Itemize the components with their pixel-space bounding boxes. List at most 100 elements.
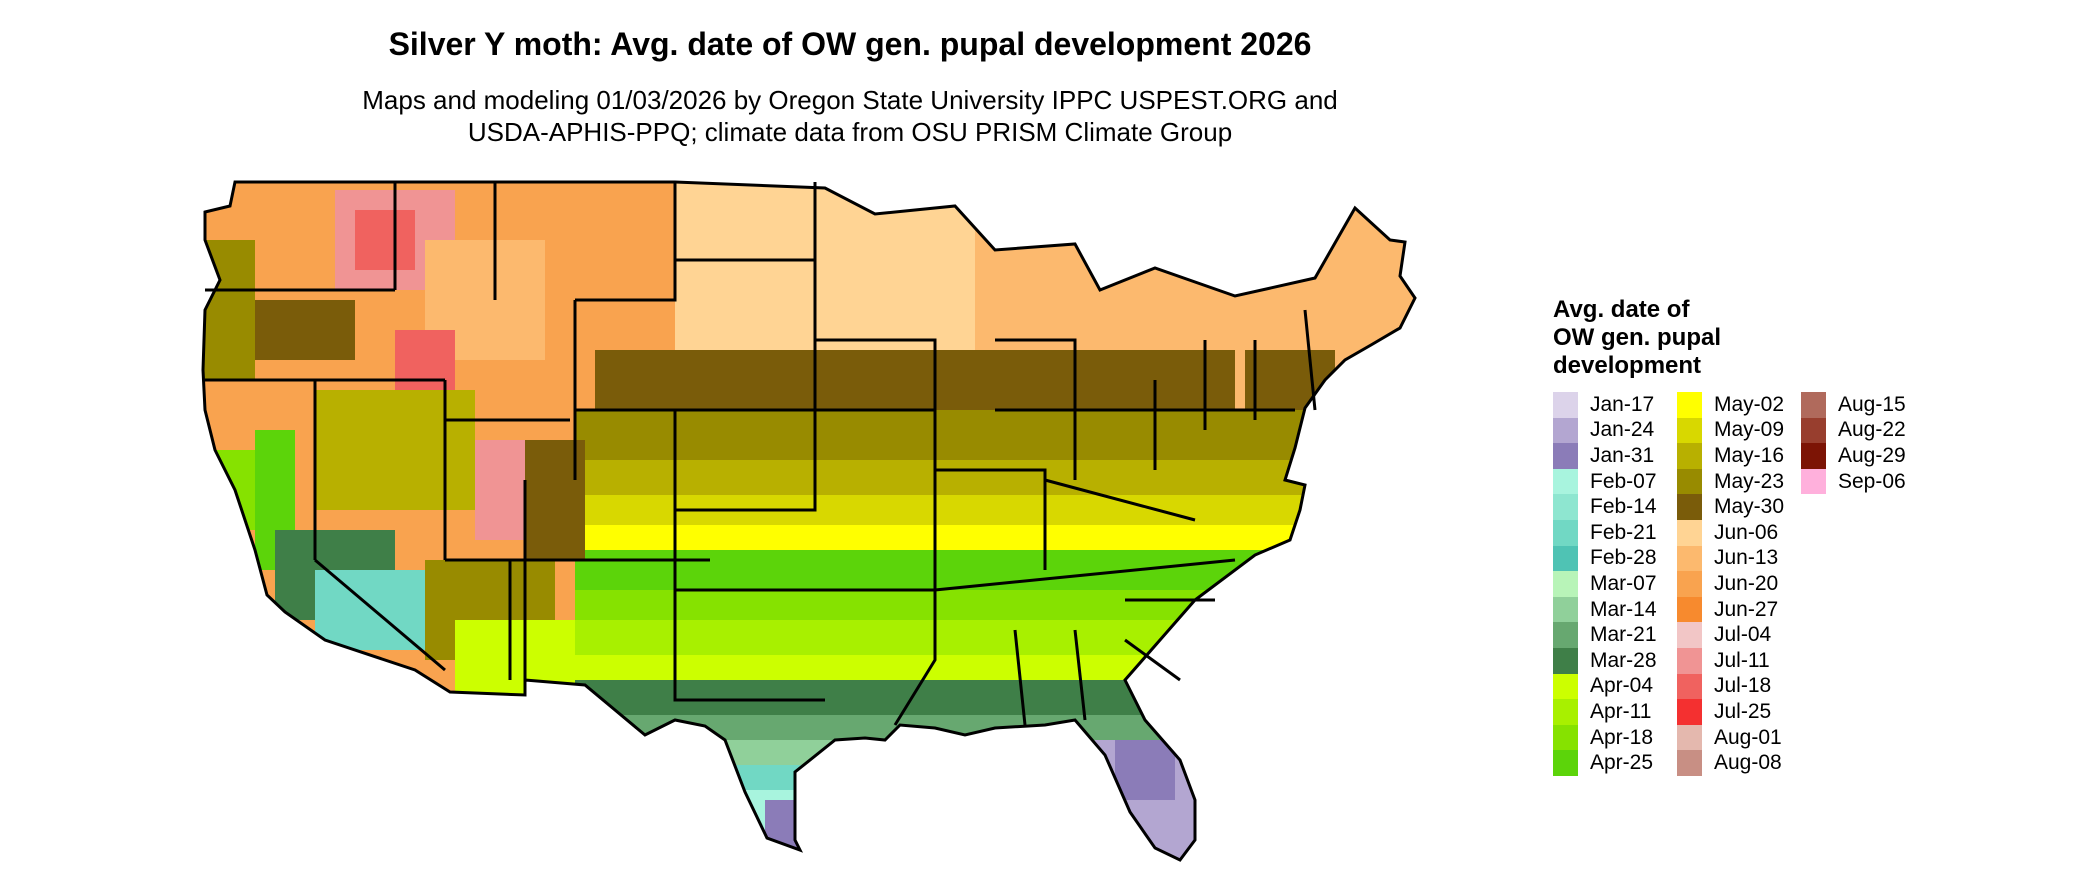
legend-swatch	[1677, 673, 1702, 700]
legend-label: Apr-18	[1590, 725, 1654, 749]
legend-label: Mar-21	[1590, 623, 1657, 647]
legend-item: May-30	[1677, 494, 1801, 520]
legend-label: Aug-15	[1838, 392, 1906, 416]
legend-swatch	[1677, 443, 1702, 469]
legend-swatch	[1677, 545, 1702, 572]
legend-item: Aug-29	[1801, 443, 1925, 469]
legend-swatch	[1677, 622, 1702, 648]
legend-title-line-3: development	[1553, 352, 1702, 379]
legend-item: Sep-06	[1801, 468, 1925, 495]
legend-label: Mar-14	[1590, 597, 1657, 621]
legend-swatch	[1553, 622, 1578, 648]
legend-label: May-02	[1714, 392, 1785, 416]
legend-swatch	[1553, 647, 1578, 674]
legend-swatch	[1553, 596, 1578, 623]
legend-item: Mar-28	[1553, 647, 1677, 674]
legend-label: Jul-11	[1714, 648, 1770, 672]
legend-item: Mar-21	[1553, 622, 1677, 648]
legend-item: Feb-28	[1553, 545, 1677, 572]
legend-item: Jun-06	[1677, 519, 1801, 546]
legend-label: Jan-17	[1590, 392, 1655, 416]
legend-label: Feb-28	[1590, 546, 1657, 570]
legend-label: Mar-28	[1590, 648, 1657, 672]
legend: Avg. date of OW gen. pupal development J…	[1553, 296, 1925, 776]
subtitle-line-1: Maps and modeling 01/03/2026 by Oregon S…	[362, 85, 1338, 115]
legend-item: Jan-24	[1553, 417, 1677, 444]
legend-column: Aug-15 Aug-22 Aug-29 Sep-06	[1801, 392, 1925, 776]
legend-label: Jan-24	[1590, 418, 1655, 442]
legend-title-line-2: OW gen. pupal	[1553, 324, 1721, 351]
legend-swatch	[1553, 494, 1578, 520]
legend-item: May-09	[1677, 417, 1801, 444]
legend-item: Jul-04	[1677, 622, 1801, 648]
legend-item: Mar-14	[1553, 596, 1677, 623]
legend-swatch	[1677, 519, 1702, 546]
legend-swatch	[1677, 468, 1702, 495]
legend-label: Jun-27	[1714, 597, 1779, 621]
legend-swatch	[1677, 417, 1702, 444]
legend-swatch	[1553, 443, 1578, 469]
legend-swatch	[1553, 392, 1578, 418]
map-fill	[203, 182, 1415, 860]
legend-swatch	[1677, 724, 1702, 751]
legend-item: Aug-15	[1801, 392, 1925, 418]
legend-swatch	[1677, 647, 1702, 674]
legend-label: May-30	[1714, 495, 1785, 519]
legend-item: Jul-11	[1677, 647, 1801, 674]
legend-swatch	[1677, 494, 1702, 520]
legend-title: Avg. date of OW gen. pupal development	[1553, 296, 1925, 380]
legend-swatch	[1553, 724, 1578, 751]
legend-column: May-02 May-09 May-16 May-23 May-30 Jun-06 Jun-…	[1677, 392, 1801, 776]
legend-item: Apr-18	[1553, 724, 1677, 751]
legend-swatch	[1553, 699, 1578, 725]
legend-item: Apr-11	[1553, 699, 1677, 725]
legend-label: May-23	[1714, 469, 1785, 493]
legend-label: Jun-20	[1714, 571, 1779, 595]
legend-label: Mar-07	[1590, 571, 1657, 595]
legend-item: Feb-14	[1553, 494, 1677, 520]
legend-item: Jun-20	[1677, 571, 1801, 597]
us-phenology-map	[201, 180, 1417, 862]
legend-swatch	[1801, 392, 1826, 418]
legend-title-line-1: Avg. date of	[1553, 296, 1690, 323]
legend-item: Feb-07	[1553, 468, 1677, 495]
legend-label: May-09	[1714, 418, 1785, 442]
legend-swatch	[1553, 545, 1578, 572]
legend-swatch	[1553, 571, 1578, 597]
legend-swatch	[1677, 699, 1702, 725]
legend-label: Aug-08	[1714, 751, 1782, 775]
map-subtitle: Maps and modeling 01/03/2026 by Oregon S…	[0, 84, 1700, 148]
legend-swatch	[1553, 673, 1578, 700]
legend-swatch	[1801, 417, 1826, 444]
legend-item: Jun-13	[1677, 545, 1801, 572]
legend-item: Aug-22	[1801, 417, 1925, 444]
map-title: Silver Y moth: Avg. date of OW gen. pupa…	[388, 26, 1312, 62]
subtitle-line-2: USDA-APHIS-PPQ; climate data from OSU PR…	[467, 117, 1233, 147]
legend-item: Jan-17	[1553, 392, 1677, 418]
legend-swatch	[1553, 519, 1578, 546]
legend-item: Jan-31	[1553, 443, 1677, 469]
legend-swatch	[1677, 392, 1702, 418]
legend-swatch	[1553, 417, 1578, 444]
legend-label: Apr-11	[1590, 699, 1652, 723]
legend-item: Jun-27	[1677, 596, 1801, 623]
legend-label: Jul-18	[1714, 674, 1772, 698]
legend-item: Apr-04	[1553, 673, 1677, 700]
legend-label: Feb-21	[1590, 520, 1657, 544]
legend-label: Apr-04	[1590, 674, 1654, 698]
legend-swatch	[1677, 596, 1702, 623]
legend-label: Aug-01	[1714, 725, 1782, 749]
legend-label: Aug-22	[1838, 418, 1906, 442]
state-borders	[201, 180, 1417, 862]
legend-label: Jun-06	[1714, 520, 1779, 544]
legend-swatch	[1553, 468, 1578, 495]
legend-columns: Jan-17 Jan-24 Jan-31 Feb-07 Feb-14 Feb-21 Feb-…	[1553, 392, 1925, 776]
legend-swatch	[1801, 468, 1826, 495]
legend-item: Feb-21	[1553, 519, 1677, 546]
legend-item: Jul-25	[1677, 699, 1801, 725]
legend-swatch	[1801, 443, 1826, 469]
legend-item: May-02	[1677, 392, 1801, 418]
legend-label: Feb-07	[1590, 469, 1657, 493]
legend-item: May-16	[1677, 443, 1801, 469]
legend-item: Aug-08	[1677, 750, 1801, 776]
